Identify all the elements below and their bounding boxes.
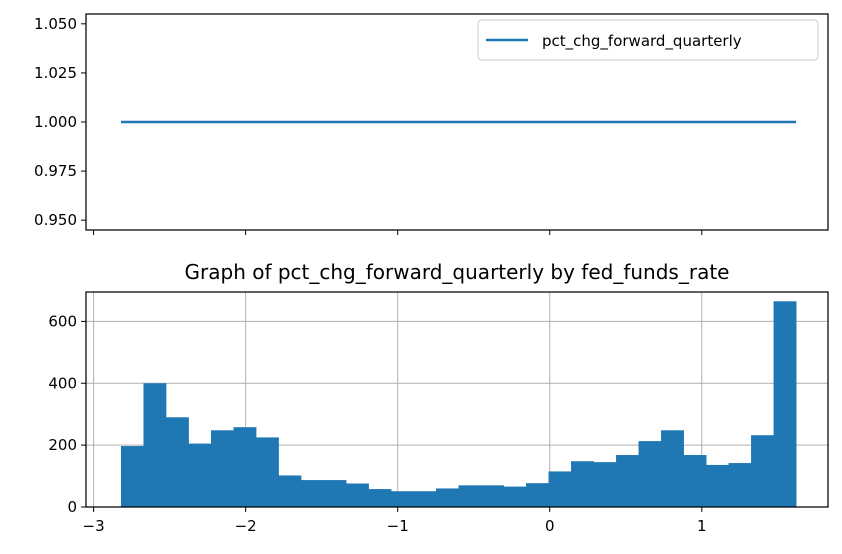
- histogram-y-ticks: 0 200 400 600: [48, 312, 86, 516]
- histogram-x-tick-label: 0: [545, 517, 555, 535]
- histogram-bar: [773, 301, 797, 507]
- histogram-x-tick-label: −3: [83, 517, 105, 535]
- legend-box: [477, 19, 819, 61]
- histogram-bars: [120, 301, 797, 507]
- histogram-y-tick-label: 400: [48, 374, 77, 392]
- histogram-bar: [346, 483, 369, 507]
- top-line-panel: 0.950 0.975 1.000 1.025 1.050 pct_chg_forwar…: [34, 13, 829, 235]
- histogram-x-ticks: −3 −2 −1 0 1: [83, 507, 707, 535]
- histogram-y-tick-label: 200: [48, 436, 77, 454]
- top-axes-frame: [85, 13, 829, 231]
- histogram-y-tick-label: 600: [48, 312, 77, 330]
- histogram-bar: [143, 383, 167, 507]
- histogram-bar: [120, 446, 144, 507]
- histogram-bar: [706, 464, 729, 507]
- histogram-bar: [728, 463, 752, 507]
- histogram-bar: [210, 430, 234, 507]
- legend-label: pct_chg_forward_quarterly: [542, 32, 742, 51]
- histogram-bar: [413, 491, 437, 507]
- top-x-ticks: [93, 230, 703, 235]
- histogram-bar: [683, 455, 707, 507]
- histogram-bar: [233, 427, 257, 507]
- top-y-tick-label: 1.000: [34, 113, 77, 131]
- histogram-bar: [391, 491, 414, 507]
- histogram-bar: [526, 483, 549, 507]
- histogram-x-tick-label: 1: [697, 517, 707, 535]
- histogram-bar: [661, 430, 684, 507]
- top-y-tick-label: 1.025: [34, 64, 77, 82]
- top-legend: pct_chg_forward_quarterly: [477, 19, 819, 61]
- histogram-bar: [638, 441, 662, 507]
- histogram-bar: [188, 443, 212, 507]
- top-y-tick-label: 1.050: [34, 15, 77, 33]
- histogram-bar: [593, 462, 617, 507]
- histogram-bar: [458, 485, 482, 507]
- histogram-bar: [368, 489, 392, 507]
- top-y-tick-label: 0.975: [34, 162, 77, 180]
- histogram-bar: [255, 437, 279, 507]
- top-y-ticks: 0.950 0.975 1.000 1.025 1.050: [34, 15, 86, 229]
- histogram-bar: [300, 480, 324, 507]
- histogram-bar: [323, 480, 347, 507]
- histogram-bar: [278, 475, 302, 507]
- histogram-y-tick-label: 0: [67, 498, 77, 516]
- histogram-bar: [751, 435, 774, 507]
- histogram-bar: [548, 471, 572, 507]
- histogram-title: Graph of pct_chg_forward_quarterly by fe…: [185, 260, 730, 284]
- histogram-x-tick-label: −2: [235, 517, 257, 535]
- histogram-axes-frame: [85, 291, 829, 508]
- histogram-bar: [503, 486, 527, 507]
- histogram-bar: [616, 455, 639, 507]
- histogram-bar: [436, 488, 459, 507]
- histogram-x-tick-label: −1: [387, 517, 409, 535]
- histogram-bar: [165, 417, 189, 507]
- histogram-bar: [481, 485, 504, 507]
- histogram-bar: [571, 461, 594, 507]
- bottom-histogram-panel: Graph of pct_chg_forward_quarterly by fe…: [48, 260, 829, 535]
- top-y-tick-label: 0.950: [34, 211, 77, 229]
